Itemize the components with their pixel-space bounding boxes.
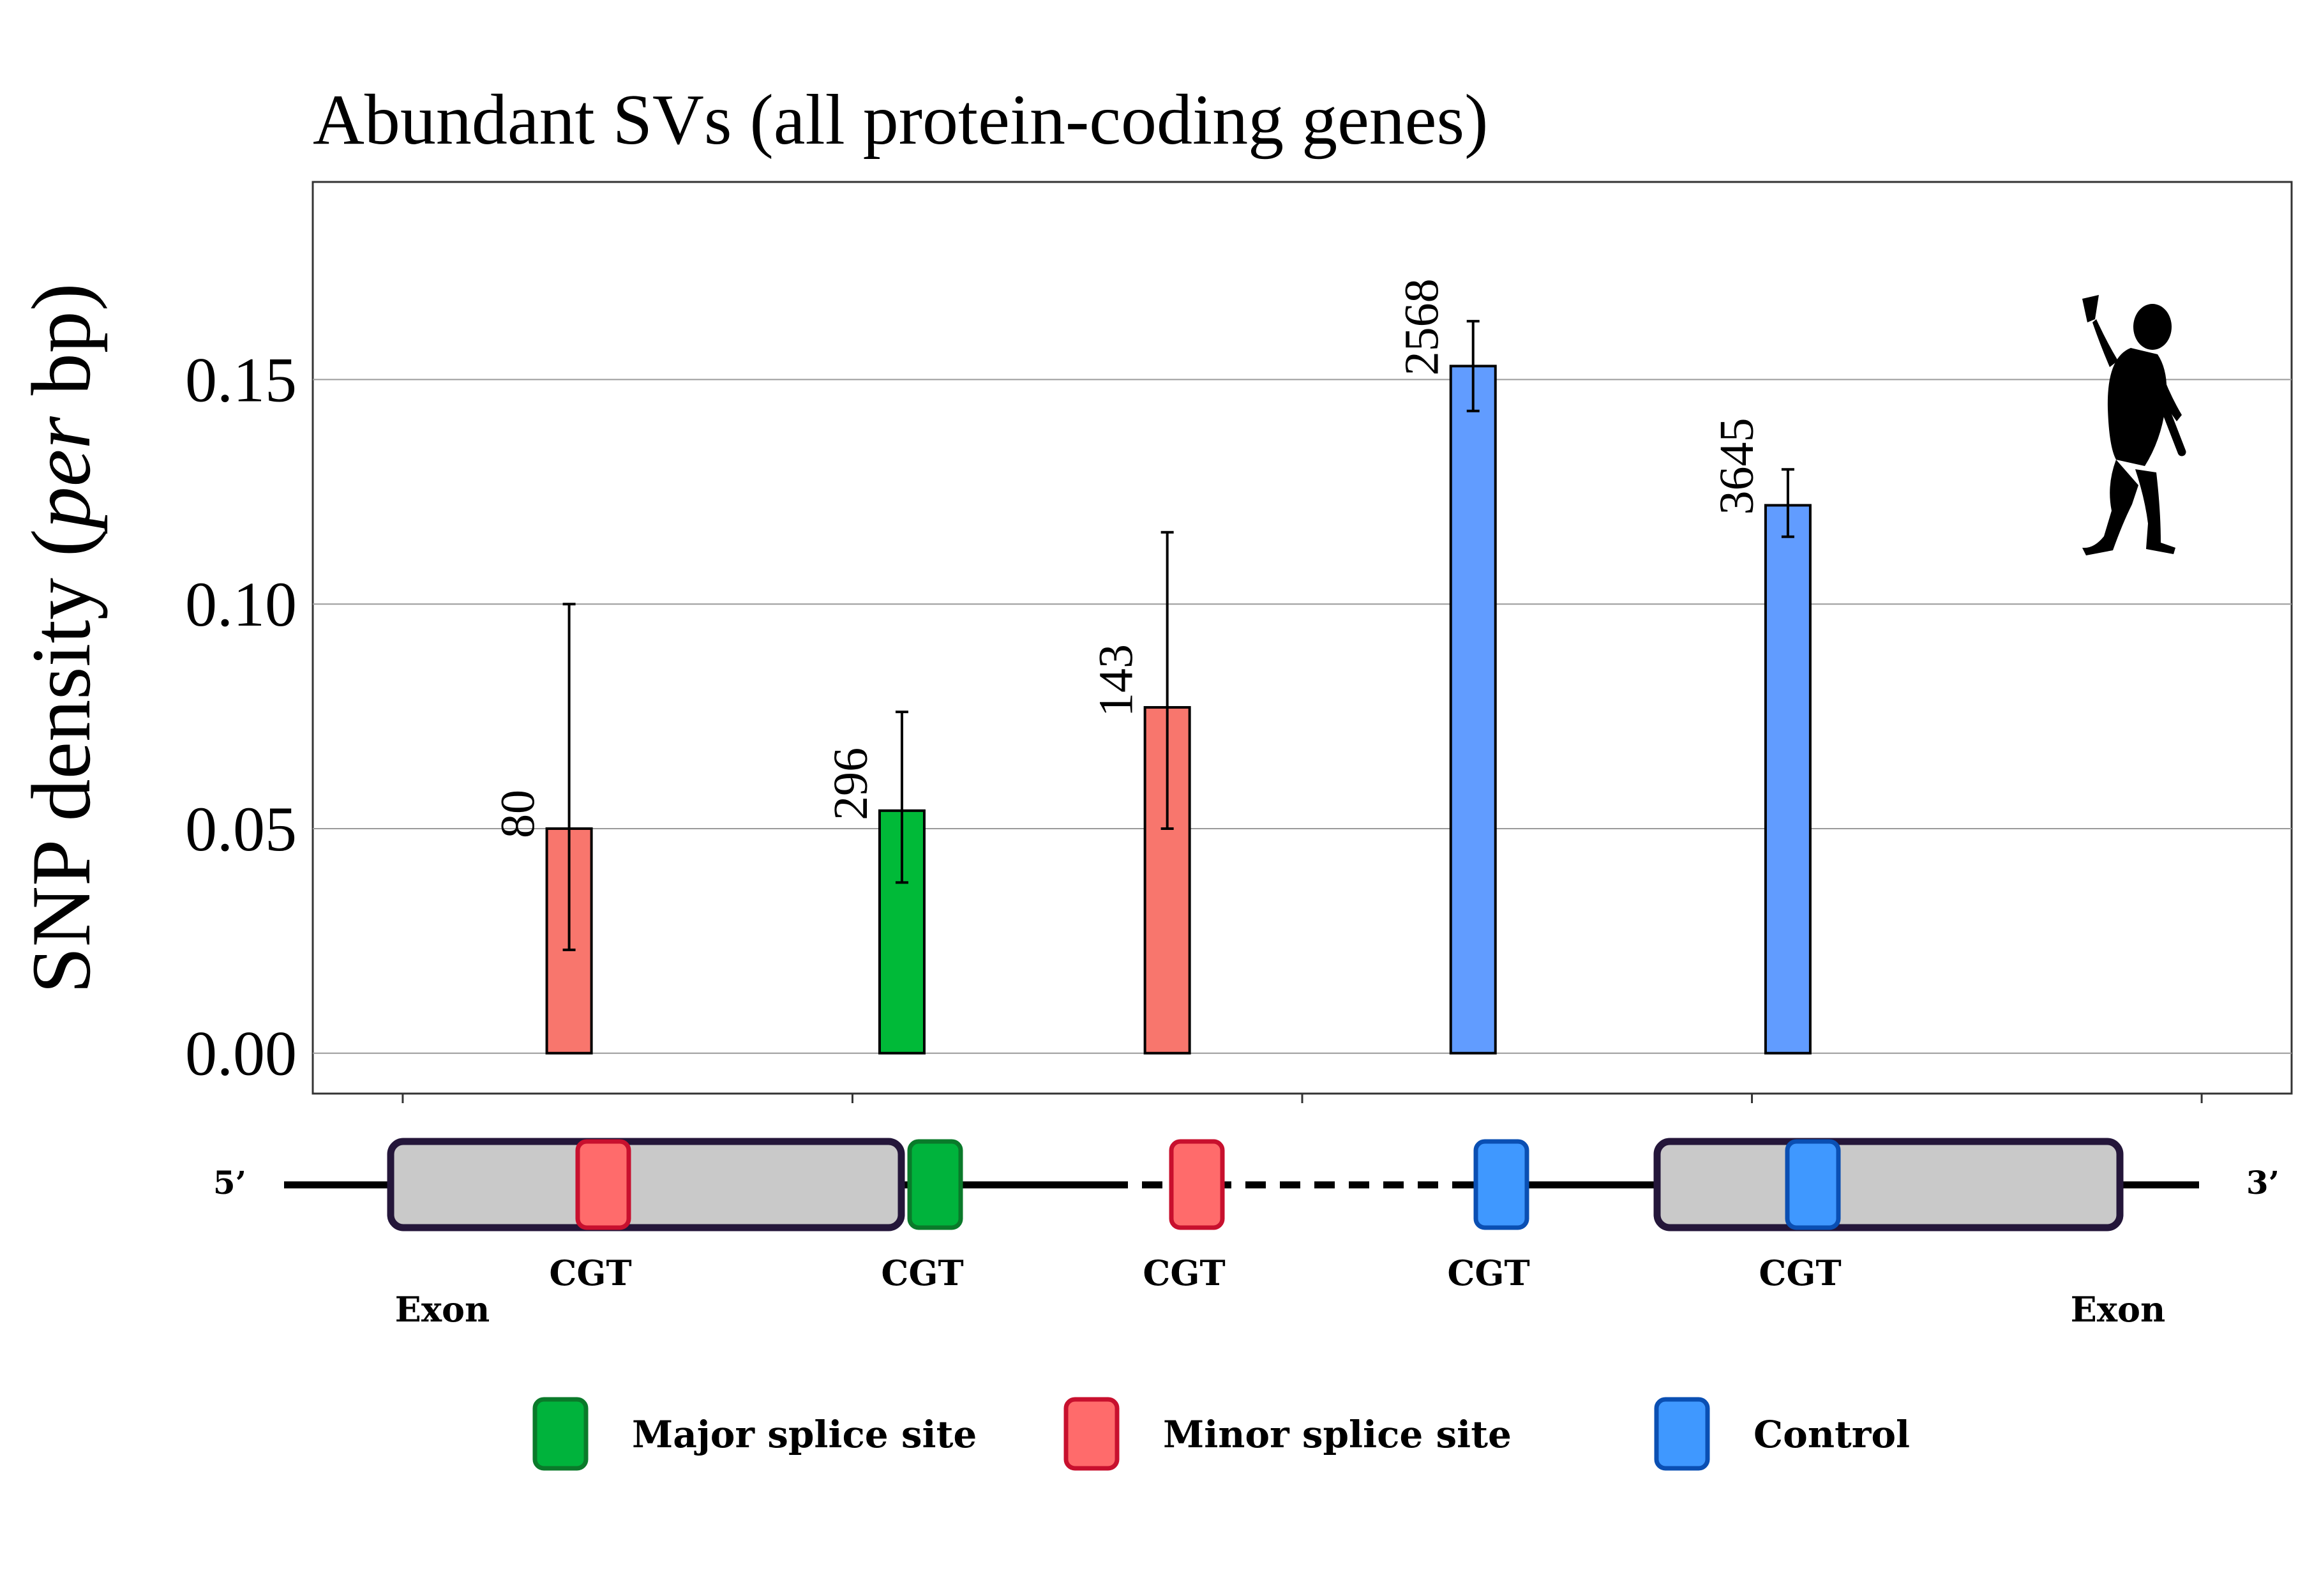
bars: 80 296 143 2568 3645	[492, 278, 1812, 1055]
five-prime-label: 5’	[213, 1164, 246, 1201]
splice-site-box	[1473, 1139, 1529, 1230]
legend: Major splice site Minor splice site Contro…	[532, 1397, 1910, 1471]
x-axis-ticks	[402, 1094, 2203, 1103]
site-sequence-label: CGT	[1447, 1253, 1529, 1293]
legend-label: Major splice site	[632, 1413, 977, 1456]
splice-site-box	[907, 1139, 963, 1230]
plot-panel	[312, 181, 2293, 1095]
bar	[1764, 504, 1812, 1055]
y-tick-label: 0.15	[185, 345, 297, 416]
legend-label: Minor splice site	[1163, 1413, 1512, 1456]
y-tick-label: 0.00	[185, 1018, 297, 1089]
legend-swatch	[1654, 1397, 1710, 1471]
splice-site-box	[1785, 1139, 1841, 1230]
splice-site-box	[1169, 1139, 1225, 1230]
exon-left-label: Exon	[395, 1289, 490, 1330]
exon-right-label: Exon	[2071, 1289, 2166, 1330]
bar-count-label: 2568	[1395, 278, 1449, 375]
bar-count-label: 143	[1090, 644, 1143, 717]
three-prime-label: 3’	[2246, 1164, 2279, 1201]
site-sequence-label: CGT	[549, 1253, 631, 1293]
bar	[1449, 365, 1497, 1055]
gridlines	[313, 379, 2292, 1054]
y-axis-label-prefix: SNP density (	[14, 529, 108, 994]
y-axis-label-suffix: bp)	[14, 283, 108, 416]
site-sequence-label: CGT	[881, 1253, 963, 1293]
splice-sites: CGT CGT CGT CGT CGT	[549, 1139, 1842, 1293]
bar-count-label: 296	[824, 748, 878, 820]
bar-count-label: 80	[492, 790, 545, 838]
legend-swatch	[532, 1397, 589, 1471]
site-sequence-label: CGT	[1143, 1253, 1225, 1293]
bar-count-label: 3645	[1710, 418, 1764, 515]
y-axis-label: SNP density (per bp)	[14, 283, 108, 993]
splice-site-box	[575, 1139, 631, 1230]
site-sequence-label: CGT	[1759, 1253, 1841, 1293]
legend-label: Control	[1754, 1413, 1910, 1456]
y-tick-label: 0.10	[185, 569, 297, 640]
y-axis-label-italic: per	[14, 416, 108, 534]
chart-title: Abundant SVs (all protein-coding genes)	[313, 80, 1488, 160]
gene-diagram: 5’ 3’ Exon Exon CGT CGT CGT CGT CGT	[213, 1138, 2279, 1330]
y-axis-ticks: 0.00 0.05 0.10 0.15	[185, 345, 297, 1089]
y-tick-label: 0.05	[185, 794, 297, 864]
human-silhouette-icon	[2082, 295, 2186, 555]
legend-swatch	[1063, 1397, 1120, 1471]
exon-right	[1653, 1138, 2124, 1231]
exon-left	[387, 1138, 905, 1231]
